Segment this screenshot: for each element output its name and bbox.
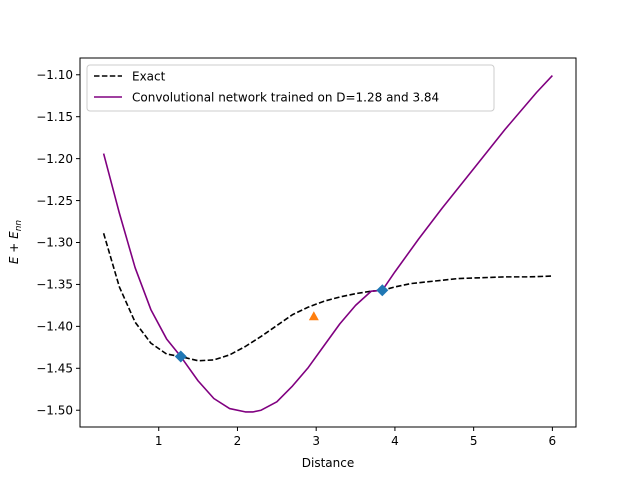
legend: Exact Convolutional network trained on D… xyxy=(86,64,495,112)
x-axis: 1 2 3 4 5 6 xyxy=(155,427,556,448)
y-axis: −1.10 −1.15 −1.20 −1.25 −1.30 −1.35 −1.40 −1.45… xyxy=(36,68,80,417)
legend-label-exact: Exact xyxy=(132,70,166,84)
marker-layer xyxy=(174,284,389,363)
x-tick-label: 4 xyxy=(391,434,399,448)
y-tick-label: −1.20 xyxy=(36,152,73,166)
x-tick-label: 6 xyxy=(549,434,557,448)
y-tick-label: −1.10 xyxy=(36,68,73,82)
training-point-marker xyxy=(376,284,389,297)
y-tick-label: −1.40 xyxy=(36,320,73,334)
y-tick-label: −1.35 xyxy=(36,278,73,292)
y-tick-label: −1.25 xyxy=(36,194,73,208)
x-tick-label: 2 xyxy=(234,434,242,448)
y-tick-label: −1.30 xyxy=(36,236,73,250)
training-point-marker xyxy=(174,350,187,363)
x-tick-label: 1 xyxy=(155,434,163,448)
series-layer xyxy=(102,75,553,413)
series-line-convnet xyxy=(102,75,553,413)
x-axis-label: Distance xyxy=(302,456,354,470)
series-line-exact xyxy=(102,233,553,362)
legend-box xyxy=(86,64,495,112)
x-tick-label: 3 xyxy=(312,434,320,448)
y-tick-label: −1.45 xyxy=(36,361,73,375)
y-tick-label: −1.50 xyxy=(36,403,73,417)
x-tick-label: 5 xyxy=(470,434,478,448)
y-tick-label: −1.15 xyxy=(36,110,73,124)
legend-label-convnet: Convolutional network trained on D=1.28 … xyxy=(132,91,439,105)
test-point-marker xyxy=(308,311,319,321)
